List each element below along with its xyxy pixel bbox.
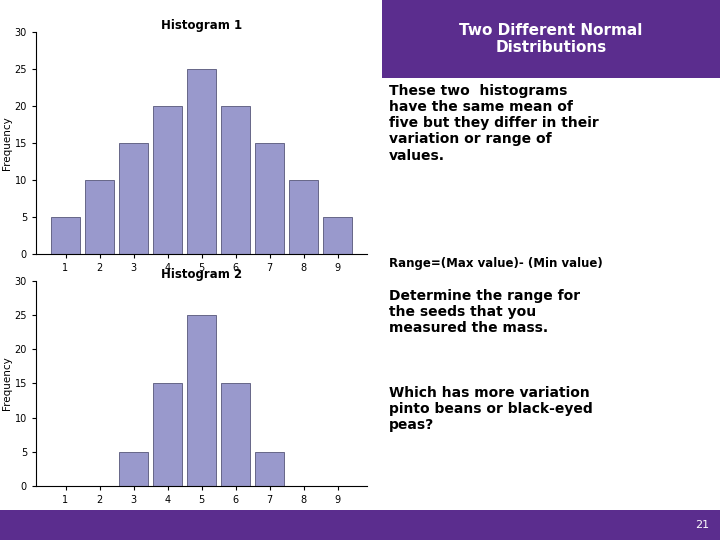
Bar [187,69,216,254]
Text: 21: 21 [695,521,709,530]
Bar [221,383,250,486]
Text: Which has more variation
pinto beans or black-eyed
peas?: Which has more variation pinto beans or … [389,386,593,433]
Bar [119,143,148,254]
Bar [255,452,284,486]
Bar [323,217,352,254]
Text: Two Different Normal
Distributions: Two Different Normal Distributions [459,23,642,55]
Y-axis label: Frequency: Frequency [1,356,12,410]
Bar [85,180,114,254]
Bar [153,106,182,254]
Bar [187,315,216,486]
Bar [153,383,182,486]
Y-axis label: Frequency: Frequency [1,116,12,170]
Text: These two  histograms
have the same mean of
five but they differ in their
variat: These two histograms have the same mean … [389,84,598,163]
Text: Determine the range for
the seeds that you
measured the mass.: Determine the range for the seeds that y… [389,289,580,335]
Bar [289,180,318,254]
Title: Histogram 1: Histogram 1 [161,19,242,32]
Text: Range=(Max value)- (Min value): Range=(Max value)- (Min value) [389,256,603,269]
Bar [51,217,80,254]
Title: Histogram 2: Histogram 2 [161,268,242,281]
Bar [221,106,250,254]
Bar [255,143,284,254]
Text: X: X [198,314,205,323]
Bar [119,452,148,486]
